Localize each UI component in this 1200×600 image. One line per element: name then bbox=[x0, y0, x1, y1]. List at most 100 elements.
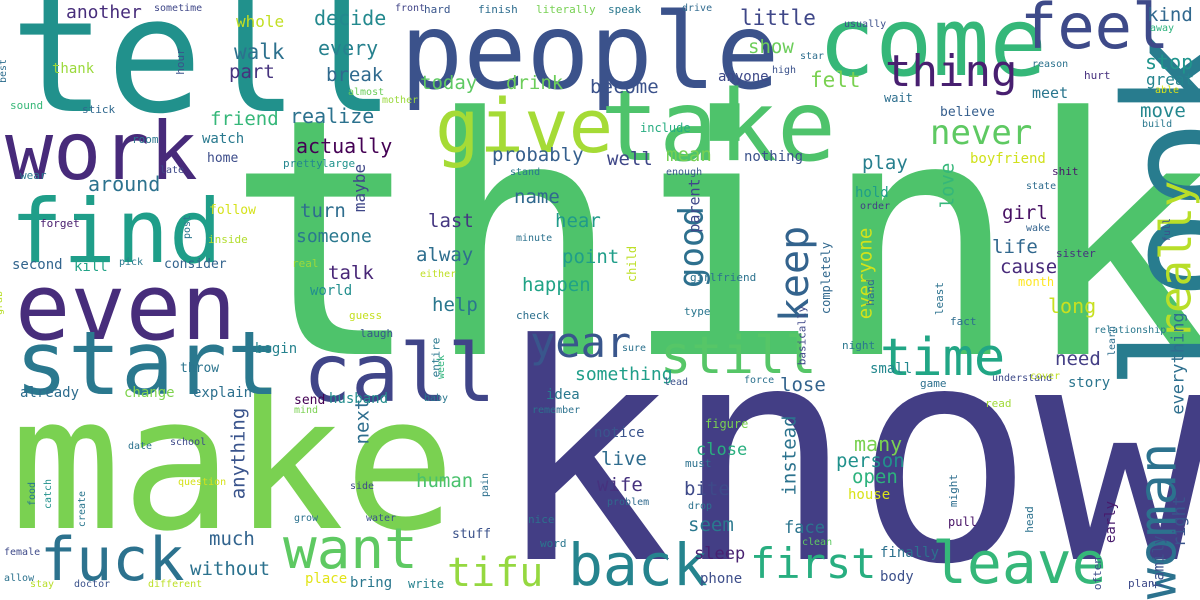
word-hour: room bbox=[132, 133, 159, 146]
word-girlfriend: child bbox=[625, 245, 640, 283]
word-allow: female bbox=[4, 547, 41, 558]
word-life: life bbox=[992, 236, 1038, 258]
word-long: long bbox=[1048, 294, 1097, 318]
word-tell: tell bbox=[10, 0, 396, 149]
word-side: question bbox=[178, 477, 227, 488]
word-learn: cover bbox=[1030, 371, 1061, 382]
word-kind: kind bbox=[1147, 4, 1193, 26]
word-every: every bbox=[318, 36, 379, 60]
word-close: close bbox=[696, 440, 748, 460]
word-mind: side bbox=[350, 481, 375, 492]
word-decide: decide bbox=[314, 6, 387, 30]
word-reason: build bbox=[1142, 119, 1173, 130]
word-lead: night bbox=[842, 339, 876, 352]
word-finally: month bbox=[1018, 275, 1055, 289]
word-explain: explain bbox=[193, 385, 253, 401]
word-open: open bbox=[852, 466, 898, 488]
word-large: pretty bbox=[283, 157, 323, 170]
word-force: lead bbox=[664, 377, 689, 388]
word-anything: anything bbox=[227, 407, 250, 500]
word-seem: seem bbox=[688, 514, 734, 536]
word-school: date bbox=[128, 441, 153, 452]
word-give: give bbox=[435, 84, 614, 170]
word-without: without bbox=[190, 558, 271, 580]
word-already: already bbox=[20, 385, 80, 401]
word-person: person bbox=[836, 450, 905, 472]
word-word: stuff bbox=[452, 527, 492, 542]
word-room: late bbox=[160, 165, 185, 176]
word-best: sound bbox=[10, 99, 44, 112]
word-nothing: nothing bbox=[744, 149, 804, 165]
word-check: type bbox=[684, 305, 711, 318]
word-thing: thing bbox=[885, 46, 1018, 97]
word-talk: talk bbox=[328, 262, 374, 284]
word-throw: throw bbox=[180, 361, 220, 376]
word-drink: drink bbox=[506, 72, 564, 94]
word-wear: forget bbox=[40, 217, 80, 230]
word-instead: instead bbox=[778, 415, 801, 496]
word-head: early bbox=[1103, 500, 1120, 544]
word-probably: probably bbox=[492, 144, 584, 166]
word-front: sometime bbox=[154, 3, 203, 14]
word-everything: everything bbox=[1168, 312, 1189, 415]
word-even: even bbox=[15, 254, 237, 361]
word-figure: must bbox=[685, 457, 712, 470]
word-hard: front bbox=[395, 3, 426, 14]
word-friend: friend bbox=[210, 108, 279, 130]
word-full: wake bbox=[1026, 223, 1051, 234]
word-catch: food bbox=[27, 481, 39, 507]
word-pull: figure bbox=[705, 417, 749, 431]
word-sleep: sleep bbox=[694, 544, 746, 564]
word-sometime: best bbox=[0, 58, 10, 84]
word-move: move bbox=[1140, 100, 1186, 122]
word-place: body bbox=[880, 569, 914, 585]
word-hurt: high bbox=[772, 65, 797, 76]
word-food: school bbox=[170, 437, 207, 448]
word-hold: hold bbox=[855, 185, 889, 201]
word-inside: pick bbox=[119, 257, 144, 268]
word-believe: believe bbox=[940, 105, 995, 120]
word-stand: either bbox=[420, 269, 457, 280]
word-usually: drive bbox=[682, 3, 713, 14]
word-must: word bbox=[540, 537, 567, 550]
word-much: much bbox=[209, 528, 255, 550]
word-become: become bbox=[590, 76, 659, 98]
word-felt: felt bbox=[810, 68, 861, 92]
word-turn: turn bbox=[300, 200, 346, 222]
word-body: small bbox=[870, 361, 913, 377]
word-nice: problem bbox=[607, 497, 650, 508]
word-need: need bbox=[1055, 348, 1101, 370]
word-around: around bbox=[88, 172, 161, 196]
word-consider: consider bbox=[164, 257, 227, 272]
word-meet: meet bbox=[1032, 84, 1069, 102]
word-feel: feel bbox=[1020, 0, 1170, 63]
word-part: part bbox=[229, 61, 275, 83]
word-problem: drop bbox=[688, 501, 713, 512]
word-completely: basically bbox=[795, 305, 809, 366]
word-little: little bbox=[740, 6, 816, 30]
word-love: love bbox=[936, 162, 959, 209]
word-today: today bbox=[420, 72, 478, 94]
word-world: world bbox=[310, 283, 353, 299]
word-fuck: fuck bbox=[40, 525, 185, 595]
word-know: know bbox=[493, 281, 1200, 600]
word-whole: whole bbox=[236, 12, 285, 31]
word-sound: stick bbox=[82, 103, 116, 116]
word-doctor: stay bbox=[30, 579, 55, 590]
word-drive: speak bbox=[608, 3, 642, 16]
word-water: grow bbox=[294, 513, 319, 524]
word-lose: lose bbox=[780, 374, 826, 396]
word-begin: begin bbox=[255, 341, 298, 357]
word-fact: read bbox=[985, 397, 1012, 410]
word-still: still bbox=[660, 326, 817, 386]
word-girl: girl bbox=[1002, 202, 1048, 224]
word-cover: understand bbox=[992, 373, 1053, 384]
word-cause: cause bbox=[1000, 256, 1058, 278]
word-high: star bbox=[800, 51, 825, 62]
word-bite: bite bbox=[684, 478, 730, 500]
word-guess: laugh bbox=[360, 327, 394, 340]
word-type: girlfriend bbox=[690, 271, 757, 284]
word-date: clean bbox=[802, 537, 833, 548]
word-boyfriend: boyfriend bbox=[970, 151, 1046, 167]
word-realize: realize bbox=[290, 104, 375, 128]
